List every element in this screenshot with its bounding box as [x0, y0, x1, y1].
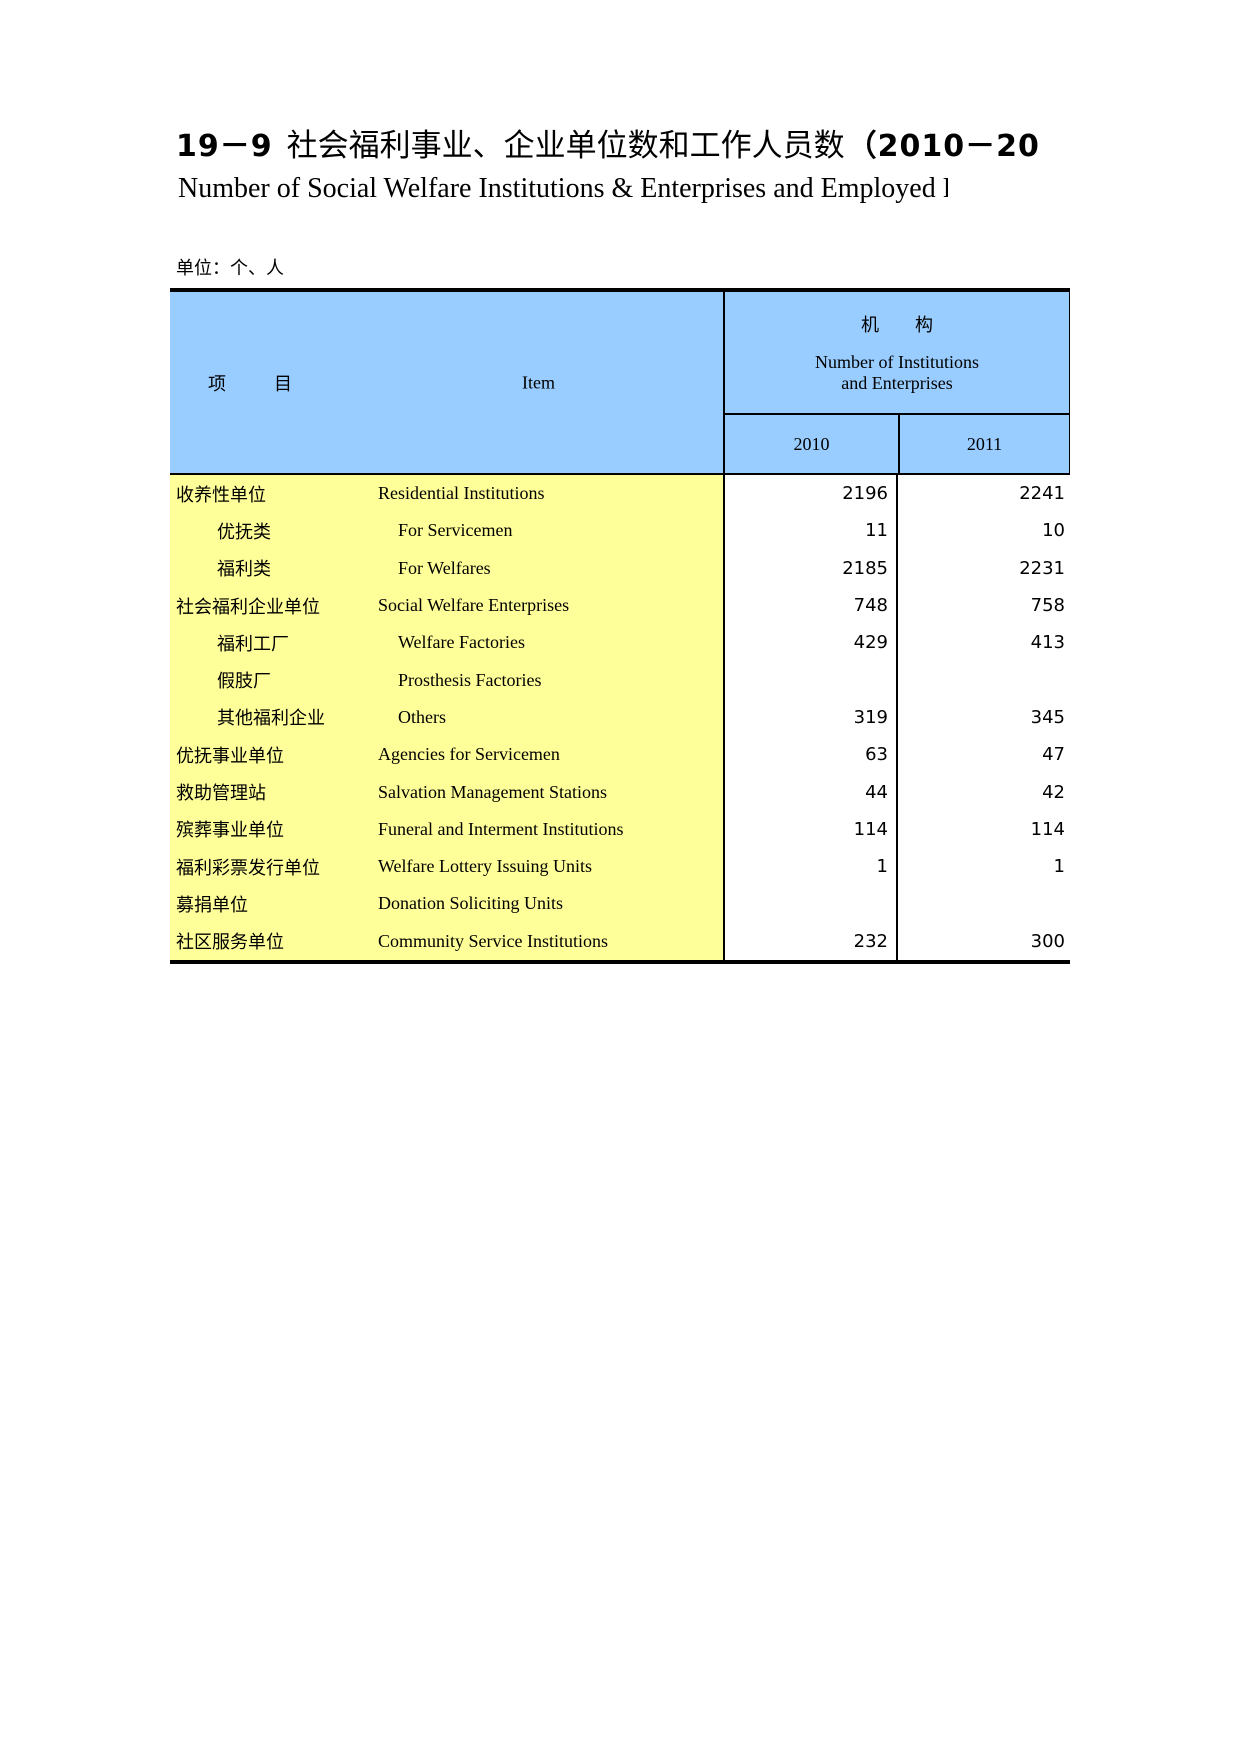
value-2011: 300	[1030, 930, 1065, 952]
item-label-en: Agencies for Servicemen	[378, 744, 560, 765]
value-2010: 319	[725, 698, 898, 737]
item-label-zh: 福利彩票发行单位	[176, 857, 320, 878]
value-2010: 2185	[725, 549, 898, 587]
item-label-en: For Servicemen	[398, 520, 513, 541]
subtitle-clipped-letter: P	[943, 170, 948, 208]
value-2010: 114	[725, 810, 898, 848]
item-label-zh: 假肢厂	[217, 671, 271, 692]
item-label-en: Welfare Lottery Issuing Units	[378, 856, 592, 877]
group-header-zh: 机 构	[861, 315, 933, 335]
item-label-zh: 募捐单位	[176, 894, 248, 915]
table-row: 优抚事业单位 Agencies for Servicemen 63 47	[170, 736, 1070, 774]
item-header-en: Item	[522, 372, 555, 392]
item-label-en: Residential Institutions	[378, 483, 545, 504]
item-label-zh: 救助管理站	[176, 783, 266, 804]
item-label-zh: 优抚类	[217, 521, 271, 542]
value-2010: 63	[725, 736, 898, 774]
table-row: 优抚类 For Servicemen 11 10	[170, 512, 1070, 550]
value-2011: 1	[1053, 856, 1065, 878]
table-row: 社区服务单位 Community Service Institutions 23…	[170, 922, 1070, 960]
item-label-zh: 福利类	[217, 559, 271, 580]
value-2010: 748	[725, 586, 898, 625]
value-2011: 413	[1030, 632, 1065, 654]
page-subtitle-english: Number of Social Welfare Institutions & …	[178, 170, 1126, 208]
value-2011: 2231	[1019, 557, 1065, 579]
item-label-zh: 收养性单位	[176, 484, 266, 505]
item-cell: 福利工厂 Welfare Factories	[170, 624, 725, 662]
table-row: 福利彩票发行单位 Welfare Lottery Issuing Units 1…	[170, 847, 1070, 886]
value-2011: 114	[1030, 818, 1065, 840]
item-cell: 其他福利企业 Others	[170, 698, 725, 737]
item-cell: 殡葬事业单位 Funeral and Interment Institution…	[170, 810, 725, 848]
value-2010: 2196	[725, 475, 898, 513]
item-header-zh-right: 目	[274, 373, 292, 394]
column-header-2010: 2010	[725, 415, 898, 475]
item-cell: 收养性单位 Residential Institutions	[170, 475, 725, 513]
value-2011: 758	[1030, 595, 1065, 617]
item-label-en: Social Welfare Enterprises	[378, 595, 570, 616]
table-row: 福利工厂 Welfare Factories 429 413	[170, 624, 1070, 662]
value-2011: 10	[1042, 520, 1065, 542]
table-row: 社会福利企业单位 Social Welfare Enterprises 748 …	[170, 586, 1070, 625]
item-header-zh-left: 项	[208, 373, 226, 394]
item-cell: 优抚事业单位 Agencies for Servicemen	[170, 736, 725, 774]
title-chinese: 社会福利事业、企业单位数和工作人员数	[286, 128, 845, 163]
institutions-group-header: 机 构 Number of Institutions and Enterpris…	[725, 292, 1070, 415]
value-2011	[898, 661, 1070, 698]
item-cell: 福利类 For Welfares	[170, 549, 725, 587]
item-label-en: Funeral and Interment Institutions	[378, 818, 624, 839]
table-row: 殡葬事业单位 Funeral and Interment Institution…	[170, 810, 1070, 848]
item-label-zh: 优抚事业单位	[176, 745, 284, 766]
item-cell: 优抚类 For Servicemen	[170, 512, 725, 550]
unit-note: 单位：个、人	[176, 258, 284, 278]
group-header-en-line1: Number of Institutions	[815, 352, 979, 372]
table-row: 福利类 For Welfares 2185 2231	[170, 549, 1070, 587]
item-cell: 假肢厂 Prosthesis Factories	[170, 661, 725, 699]
item-label-en: Salvation Management Stations	[378, 781, 607, 802]
item-label-zh: 社会福利企业单位	[176, 596, 320, 617]
item-cell: 社会福利企业单位 Social Welfare Enterprises	[170, 586, 725, 625]
item-label-en: Others	[398, 706, 446, 727]
table-number: 19－9	[176, 129, 273, 164]
item-label-zh: 福利工厂	[217, 633, 289, 654]
table-row: 救助管理站 Salvation Management Stations 44 4…	[170, 773, 1070, 811]
value-2011: 2241	[1019, 483, 1065, 505]
item-label-en: Community Service Institutions	[378, 930, 608, 951]
item-label-en: Prosthesis Factories	[398, 669, 542, 690]
value-2011	[898, 885, 1070, 922]
item-cell: 救助管理站 Salvation Management Stations	[170, 773, 725, 811]
page-title: 19－9 社会福利事业、企业单位数和工作人员数（2010－20	[176, 124, 1078, 168]
item-label-zh: 殡葬事业单位	[176, 820, 284, 841]
value-2010: 429	[725, 624, 898, 662]
value-2011: 345	[1030, 706, 1065, 728]
table-row: 其他福利企业 Others 319 345	[170, 698, 1070, 737]
value-2011: 42	[1042, 781, 1065, 803]
item-label-zh: 社区服务单位	[176, 932, 284, 953]
item-label-en: Donation Soliciting Units	[378, 893, 564, 914]
item-label-zh: 其他福利企业	[217, 708, 325, 729]
table-row: 收养性单位 Residential Institutions 2196 2241	[170, 475, 1070, 513]
table-body: 收养性单位 Residential Institutions 2196 2241…	[170, 475, 1070, 960]
item-cell: 福利彩票发行单位 Welfare Lottery Issuing Units	[170, 847, 725, 886]
title-year-range: （2010－20	[846, 129, 1040, 164]
value-2010: 1	[725, 847, 898, 886]
item-label-en: For Welfares	[398, 557, 491, 578]
item-cell: 募捐单位 Donation Soliciting Units	[170, 885, 725, 923]
subtitle-text: Number of Social Welfare Institutions & …	[178, 173, 936, 204]
column-header-2011: 2011	[898, 415, 1070, 475]
item-column-header: 项 目 Item	[170, 292, 725, 475]
value-2010: 11	[725, 512, 898, 550]
value-2010: 232	[725, 922, 898, 960]
table-row: 假肢厂 Prosthesis Factories	[170, 661, 1070, 699]
item-label-en: Welfare Factories	[398, 632, 525, 653]
statistics-table: 项 目 Item 机 构 Number of Institutions and …	[170, 288, 1070, 964]
group-header-en-line2: and Enterprises	[841, 373, 953, 393]
value-2010	[725, 885, 898, 923]
value-2011: 47	[1042, 744, 1065, 766]
value-2010	[725, 661, 898, 699]
table-row: 募捐单位 Donation Soliciting Units	[170, 885, 1070, 923]
value-2010: 44	[725, 773, 898, 811]
item-cell: 社区服务单位 Community Service Institutions	[170, 922, 725, 960]
